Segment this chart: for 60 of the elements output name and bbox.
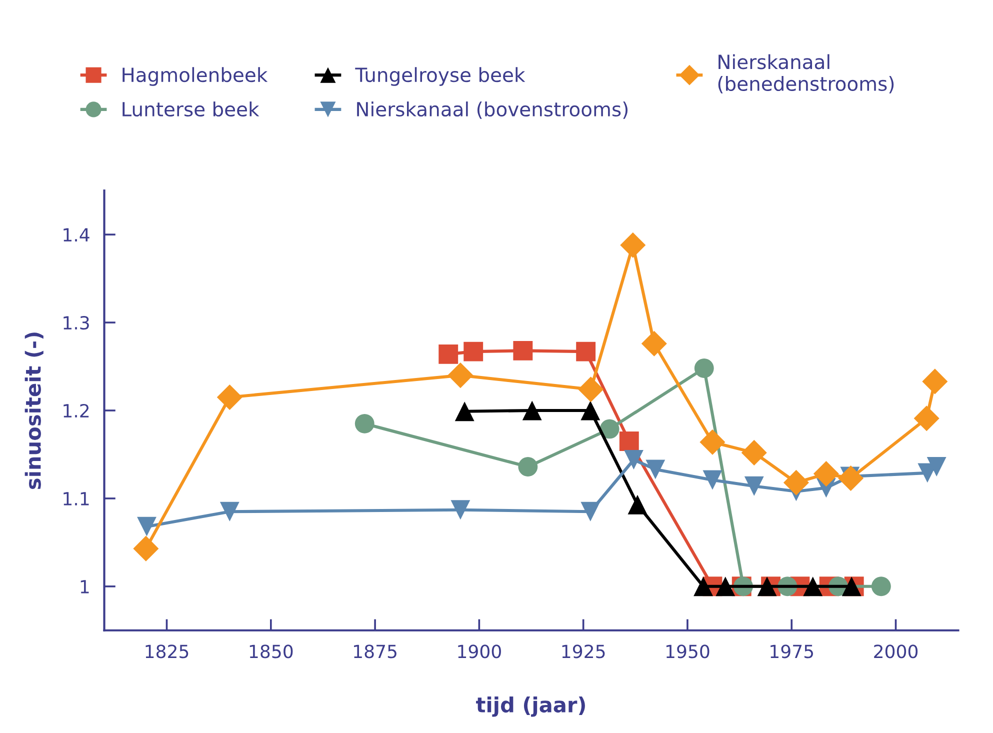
point — [641, 330, 667, 356]
legend-label: Hagmolenbeek — [122, 67, 268, 86]
point — [580, 400, 600, 420]
point — [578, 376, 604, 402]
point — [646, 460, 666, 480]
legend-label: Tungelroyse beek — [355, 67, 526, 86]
point — [448, 362, 474, 388]
point — [813, 461, 839, 487]
y-tick-label: 1.1 — [64, 492, 89, 506]
y-tick-label: 1.2 — [64, 404, 89, 418]
point — [220, 502, 240, 522]
point — [216, 384, 242, 410]
y-tick-label: 1.3 — [64, 316, 89, 330]
y-axis-title: sinuositeit (-) — [24, 332, 44, 489]
point — [580, 502, 600, 522]
point — [620, 232, 646, 258]
legend-label: Nierskanaal (bovenstrooms) — [357, 101, 628, 119]
point — [354, 414, 374, 434]
x-tick-label: 1925 — [562, 644, 605, 658]
point — [922, 368, 948, 394]
point — [694, 358, 714, 378]
point — [757, 576, 777, 596]
point — [137, 516, 156, 536]
point — [450, 500, 470, 520]
x-tick-label: 1875 — [354, 644, 396, 658]
point — [438, 344, 458, 364]
y-tick-label: 1.4 — [64, 228, 90, 242]
x-tick-label: 1975 — [770, 644, 814, 658]
point — [576, 342, 596, 362]
point — [600, 419, 620, 439]
point — [871, 576, 891, 596]
point — [716, 576, 736, 596]
point — [741, 440, 767, 466]
point — [694, 576, 714, 596]
y-tick-label: 1 — [80, 580, 89, 594]
legend-label: Nierskanaal (benedenstrooms) — [718, 54, 894, 94]
x-tick-label: 1950 — [666, 644, 710, 658]
point — [454, 402, 474, 422]
point — [700, 429, 726, 455]
point — [926, 457, 946, 476]
x-tick-label: 2000 — [874, 644, 918, 658]
x-tick-label: 1850 — [250, 644, 293, 658]
point — [702, 470, 722, 490]
point — [518, 457, 538, 476]
x-tick-label: 1825 — [146, 644, 188, 658]
point — [464, 342, 484, 362]
point — [133, 536, 159, 562]
point — [522, 400, 542, 420]
point — [783, 470, 809, 496]
legend-label: Lunterse beek — [122, 101, 260, 117]
point — [619, 432, 639, 451]
point — [744, 476, 764, 496]
point — [838, 465, 864, 491]
point — [803, 576, 823, 596]
point — [628, 494, 648, 514]
x-tick-label: 1900 — [458, 644, 501, 658]
point — [914, 406, 940, 432]
point — [624, 450, 644, 470]
x-axis-title: tijd (jaar) — [476, 696, 585, 717]
point — [513, 340, 533, 360]
